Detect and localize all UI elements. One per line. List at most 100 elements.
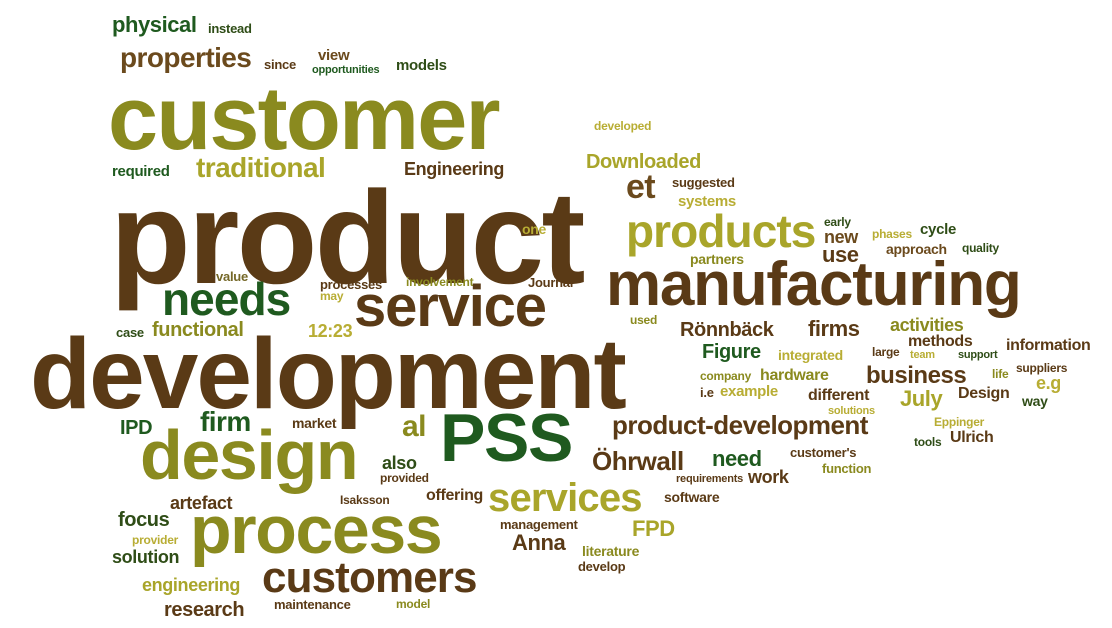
word-solution: solution [112,547,180,567]
word-product-development: product-development [612,410,868,440]
word-model: model [396,597,431,611]
word-models: models [396,57,447,74]
word-physical: physical [112,12,197,37]
word-may: may [320,289,344,303]
word-pss: PSS [440,400,573,476]
word-required: required [112,163,170,180]
word-artefact: artefact [170,493,233,513]
word-approach: approach [886,241,947,257]
word-anna: Anna [512,530,566,555]
word-one: one [522,221,547,237]
word-developed: developed [594,119,652,133]
word-solutions: solutions [828,405,875,417]
word-support: support [958,349,998,361]
word-engineering-cap: Engineering [404,159,505,179]
word-used: used [630,313,658,327]
word-partners: partners [690,251,744,267]
word-suggested: suggested [672,175,735,190]
word-fpd: FPD [632,516,675,541]
word-life: life [992,367,1009,381]
word-work: work [748,467,789,487]
word-design-cap: Design [958,385,1010,402]
word-focus: focus [118,509,170,531]
word-quality: quality [962,241,999,255]
word-case: case [116,325,144,340]
word-customers-poss: customer's [790,445,857,460]
word-management: management [500,517,578,532]
word-different: different [808,387,870,404]
word-opportunities: opportunities [312,64,380,76]
word-instead: instead [208,21,252,36]
word-traditional: traditional [196,152,326,183]
word-process: process [190,492,443,568]
word-need: need [712,446,762,471]
word-eppinger: Eppinger [934,415,985,429]
word-information: information [1006,337,1091,354]
word-new: new [824,227,858,247]
word-ronnback: Rönnbäck [680,319,774,341]
word-methods: methods [908,333,973,350]
word-services: services [488,476,643,520]
word-customer: customer [108,69,501,169]
word-offering: offering [426,487,483,504]
word-properties: properties [120,42,252,73]
word-ie: i.e [700,385,714,400]
word-engineering: engineering [142,575,241,595]
word-downloaded: Downloaded [586,151,701,173]
word-july: July [900,386,943,411]
word-functional: functional [152,319,244,341]
word-requirements: requirements [676,473,744,485]
word-value: value [216,269,248,284]
word-firm: firm [200,406,251,437]
word-activities: activities [890,315,964,335]
word-figure: Figure [702,341,761,363]
word-systems: systems [678,193,736,210]
word-products: products [626,205,816,257]
word-market: market [292,415,337,431]
word-cycle: cycle [920,221,957,238]
word-customers: customers [262,553,478,602]
word-large: large [872,345,900,359]
word-et: et [626,168,656,206]
word-use: use [822,242,859,267]
word-eg: e.g [1036,373,1061,393]
word-company: company [700,369,752,383]
word-software: software [664,489,720,505]
word-product: product [110,164,585,311]
word-involvement: involvement [406,275,474,289]
word-integrated: integrated [778,347,843,363]
word-suppliers: suppliers [1016,361,1068,375]
word-function: function [822,461,872,476]
word-since: since [264,57,296,72]
word-provided: provided [380,471,429,485]
word-business: business [866,362,967,389]
word-tools: tools [914,435,942,449]
word-time: 12:23 [308,321,353,341]
word-research: research [164,599,245,621]
word-way: way [1022,393,1048,409]
word-manufacturing: manufacturing [606,250,1022,319]
word-view: view [318,47,350,64]
word-phases: phases [872,227,912,241]
word-provider: provider [132,533,179,547]
word-service: service [354,274,547,339]
word-firms: firms [808,316,860,341]
word-processes: processes [320,277,382,292]
word-journal: Journal [528,275,574,290]
word-early: early [824,215,851,229]
word-develop: develop [578,559,626,574]
word-design: design [140,416,359,494]
word-example: example [720,383,778,400]
word-hardware: hardware [760,367,829,384]
word-al: al [402,410,426,443]
word-also: also [382,453,417,473]
word-maintenance: maintenance [274,597,351,612]
word-ulrich: Ulrich [950,429,994,446]
word-development: development [30,318,627,430]
word-team: team [910,349,935,361]
word-ohrwall: Öhrwall [592,446,684,476]
word-literature: literature [582,543,640,559]
word-isaksson: Isaksson [340,493,390,507]
word-needs: needs [162,273,291,325]
